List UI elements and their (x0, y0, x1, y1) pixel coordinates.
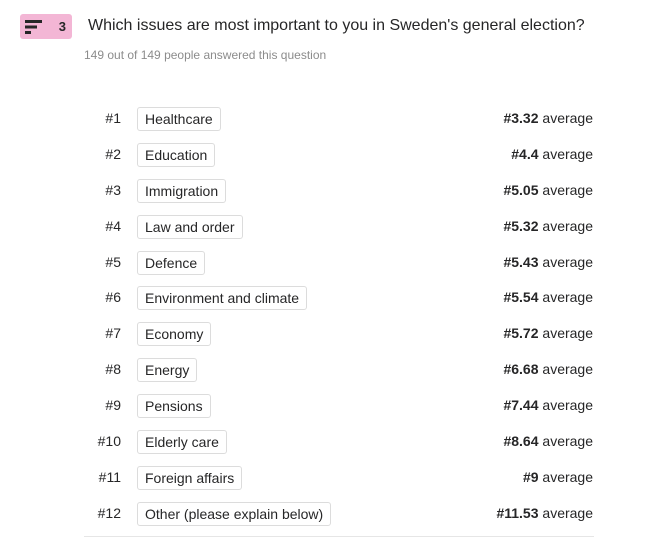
ranking-row: #2 Education #4.4 average (0, 137, 646, 173)
ranking-icon (25, 19, 43, 35)
average-value: #5.72 (503, 325, 539, 342)
ranking-row: #6 Environment and climate #5.54 average (0, 280, 646, 316)
ranking-list: #1 Healthcare #3.32 average #2 Education #4.4… (0, 101, 646, 532)
ranking-row: #7 Economy #5.72 average (0, 316, 646, 352)
question-number: 3 (58, 19, 66, 34)
ranking-row: #3 Immigration #5.05 average (0, 173, 646, 209)
rank-position: #9 (105, 397, 121, 414)
average-value: #6.68 (503, 361, 539, 378)
average-word: average (542, 110, 593, 126)
rank-position: #11 (98, 468, 121, 485)
option-label: Law and order (137, 214, 243, 239)
average-value: #7.44 (503, 397, 539, 414)
average-word: average (542, 468, 593, 485)
response-count: 149 out of 149 people answered this ques… (84, 48, 327, 62)
average-word: average (542, 145, 593, 162)
option-label: Foreign affairs (137, 465, 243, 490)
option-label: Pensions (137, 394, 211, 419)
question-header: 3 (20, 14, 72, 39)
rank-position: #12 (97, 504, 121, 521)
average-word: average (542, 217, 593, 234)
option-label: Other (please explain below) (137, 501, 332, 526)
option-label: Economy (137, 322, 212, 347)
ranking-row: #1 Healthcare #3.32 average (0, 101, 646, 137)
average-value: #5.05 (503, 181, 539, 198)
average-word: average (542, 361, 593, 378)
average-word: average (542, 433, 593, 450)
average-value: #5.32 (503, 217, 539, 234)
average-rank: #11.53 average (496, 505, 593, 521)
option-label: Education (137, 142, 216, 167)
average-word: average (542, 181, 593, 198)
ranking-row: #4 Law and order #5.32 average (0, 209, 646, 245)
average-rank: #3.32 average (503, 110, 593, 126)
option-label: Healthcare (137, 107, 221, 131)
average-word: average (542, 504, 593, 521)
ranking-row: #12 Other (please explain below) #11.53 av… (0, 496, 646, 532)
rank-position: #4 (105, 217, 121, 234)
option-label: Elderly care (137, 430, 227, 455)
rank-position: #6 (105, 289, 121, 306)
divider (84, 536, 594, 537)
average-word: average (542, 289, 593, 306)
ranking-row: #9 Pensions #7.44 average (0, 388, 646, 424)
average-value: #5.54 (503, 289, 539, 306)
rank-position: #3 (105, 181, 121, 198)
average-rank: #8.64 average (503, 433, 593, 449)
average-value: #5.43 (503, 253, 539, 270)
question-badge: 3 (20, 14, 72, 39)
average-word: average (542, 253, 593, 270)
rank-position: #2 (105, 145, 121, 162)
average-value: #9 (522, 468, 539, 485)
ranking-row: #8 Energy #6.68 average (0, 352, 646, 388)
average-rank: #7.44 average (503, 397, 593, 413)
average-value: #3.32 (503, 110, 539, 126)
average-value: #4.4 (511, 145, 539, 162)
average-rank: #5.05 average (503, 182, 593, 198)
average-word: average (542, 397, 593, 414)
rank-position: #10 (97, 433, 121, 450)
ranking-row: #11 Foreign affairs #9 average (0, 460, 646, 496)
ranking-row: #5 Defence #5.43 average (0, 245, 646, 281)
average-rank: #5.32 average (503, 218, 593, 234)
average-value: #11.53 (496, 504, 539, 521)
option-label: Defence (137, 250, 206, 275)
rank-position: #7 (105, 325, 121, 342)
average-value: #8.64 (503, 433, 539, 450)
option-label: Environment and climate (137, 286, 308, 311)
average-rank: #5.43 average (503, 254, 593, 270)
rank-position: #8 (105, 361, 121, 378)
average-rank: #6.68 average (503, 361, 593, 377)
average-rank: #5.54 average (503, 289, 593, 305)
rank-position: #1 (105, 110, 121, 126)
average-word: average (542, 325, 593, 342)
ranking-row: #10 Elderly care #8.64 average (0, 424, 646, 460)
average-rank: #4.4 average (511, 146, 593, 162)
option-label: Immigration (137, 178, 227, 203)
rank-position: #5 (105, 253, 121, 270)
average-rank: #9 average (523, 469, 593, 485)
question-title: Which issues are most important to you i… (88, 17, 585, 34)
option-label: Energy (137, 358, 198, 383)
average-rank: #5.72 average (503, 325, 593, 341)
